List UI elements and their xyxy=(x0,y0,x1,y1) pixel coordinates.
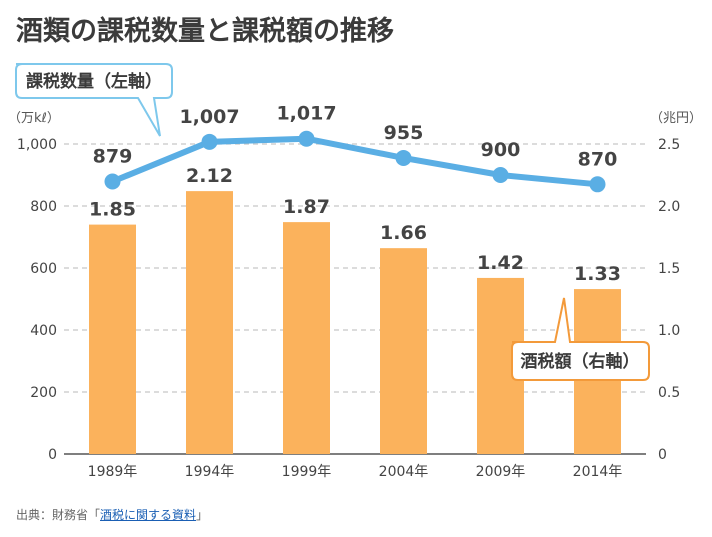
line-value-label: 955 xyxy=(384,122,424,144)
line-value-label: 879 xyxy=(93,146,133,168)
left-tick-label: 1,000 xyxy=(17,137,57,153)
right-tick-label: 0.5 xyxy=(658,385,680,401)
right-axis-unit: （兆円） xyxy=(650,111,702,126)
x-tick-label: 1989年 xyxy=(88,464,138,480)
bar-legend-callout: 酒税額（右軸） xyxy=(511,297,650,381)
right-tick-label: 1.5 xyxy=(658,261,680,277)
bar-value-label: 1.66 xyxy=(380,222,427,244)
right-tick-label: 0 xyxy=(658,447,667,463)
line-point xyxy=(395,149,412,166)
x-tick-label: 1999年 xyxy=(282,464,332,480)
series-line xyxy=(109,135,601,188)
line-value-label: 870 xyxy=(578,148,618,170)
source-link[interactable]: 酒税に関する資料 xyxy=(100,508,197,522)
left-axis-ticks: 0 200 400 600 800 1,000 xyxy=(17,137,57,463)
source-suffix: 」 xyxy=(196,508,209,522)
right-tick-label: 2.5 xyxy=(658,137,680,153)
bar xyxy=(186,191,233,454)
line-point xyxy=(201,133,218,150)
line-series: 879 1,007 1,017 955 900 870 xyxy=(93,103,618,193)
line-point xyxy=(104,173,121,190)
bar xyxy=(380,248,427,454)
bar-value-label: 1.33 xyxy=(574,263,621,285)
bar-legend-label: 酒税額（右軸） xyxy=(521,351,640,372)
x-tick-label: 2009年 xyxy=(476,464,526,480)
left-tick-label: 800 xyxy=(30,199,57,215)
bar-value-label: 1.87 xyxy=(283,196,330,218)
bar xyxy=(89,224,136,454)
left-tick-label: 600 xyxy=(30,261,57,277)
right-axis-ticks: 0 0.5 1.0 1.5 2.0 2.5 xyxy=(658,137,680,463)
bar-value-label: 2.12 xyxy=(186,165,233,187)
bar-value-label: 1.85 xyxy=(89,199,136,221)
left-tick-label: 200 xyxy=(30,385,57,401)
left-tick-label: 0 xyxy=(48,447,57,463)
source-note: 出典：財務省「酒税に関する資料」 xyxy=(16,506,208,523)
x-tick-label: 1994年 xyxy=(185,464,235,480)
line-value-label: 1,017 xyxy=(276,103,336,125)
left-axis-unit: （万kℓ） xyxy=(8,111,60,126)
right-tick-label: 1.0 xyxy=(658,323,680,339)
line-point xyxy=(589,176,606,193)
bar-value-label: 1.42 xyxy=(477,252,524,274)
source-prefix: 出典：財務省「 xyxy=(16,508,101,522)
left-tick-label: 400 xyxy=(30,323,57,339)
x-axis-labels: 1989年 1994年 1999年 2004年 2009年 2014年 xyxy=(88,464,623,480)
line-value-label: 1,007 xyxy=(179,106,239,128)
bar-series: 1.85 2.12 1.87 1.66 1.42 1.33 xyxy=(89,165,621,454)
chart-title: 酒類の課税数量と課税額の推移 xyxy=(16,15,394,47)
line-legend-callout: 課税数量（左軸） xyxy=(15,63,173,137)
bar xyxy=(283,222,330,454)
line-value-label: 900 xyxy=(481,139,521,161)
line-point xyxy=(298,130,315,147)
line-legend-label: 課税数量（左軸） xyxy=(26,71,162,92)
bar-callout-box xyxy=(511,297,650,381)
x-tick-label: 2004年 xyxy=(379,464,429,480)
grid xyxy=(64,143,646,455)
right-tick-label: 2.0 xyxy=(658,199,680,215)
line-callout-box xyxy=(15,63,173,137)
line-point xyxy=(492,167,509,183)
x-tick-label: 2014年 xyxy=(573,464,623,480)
